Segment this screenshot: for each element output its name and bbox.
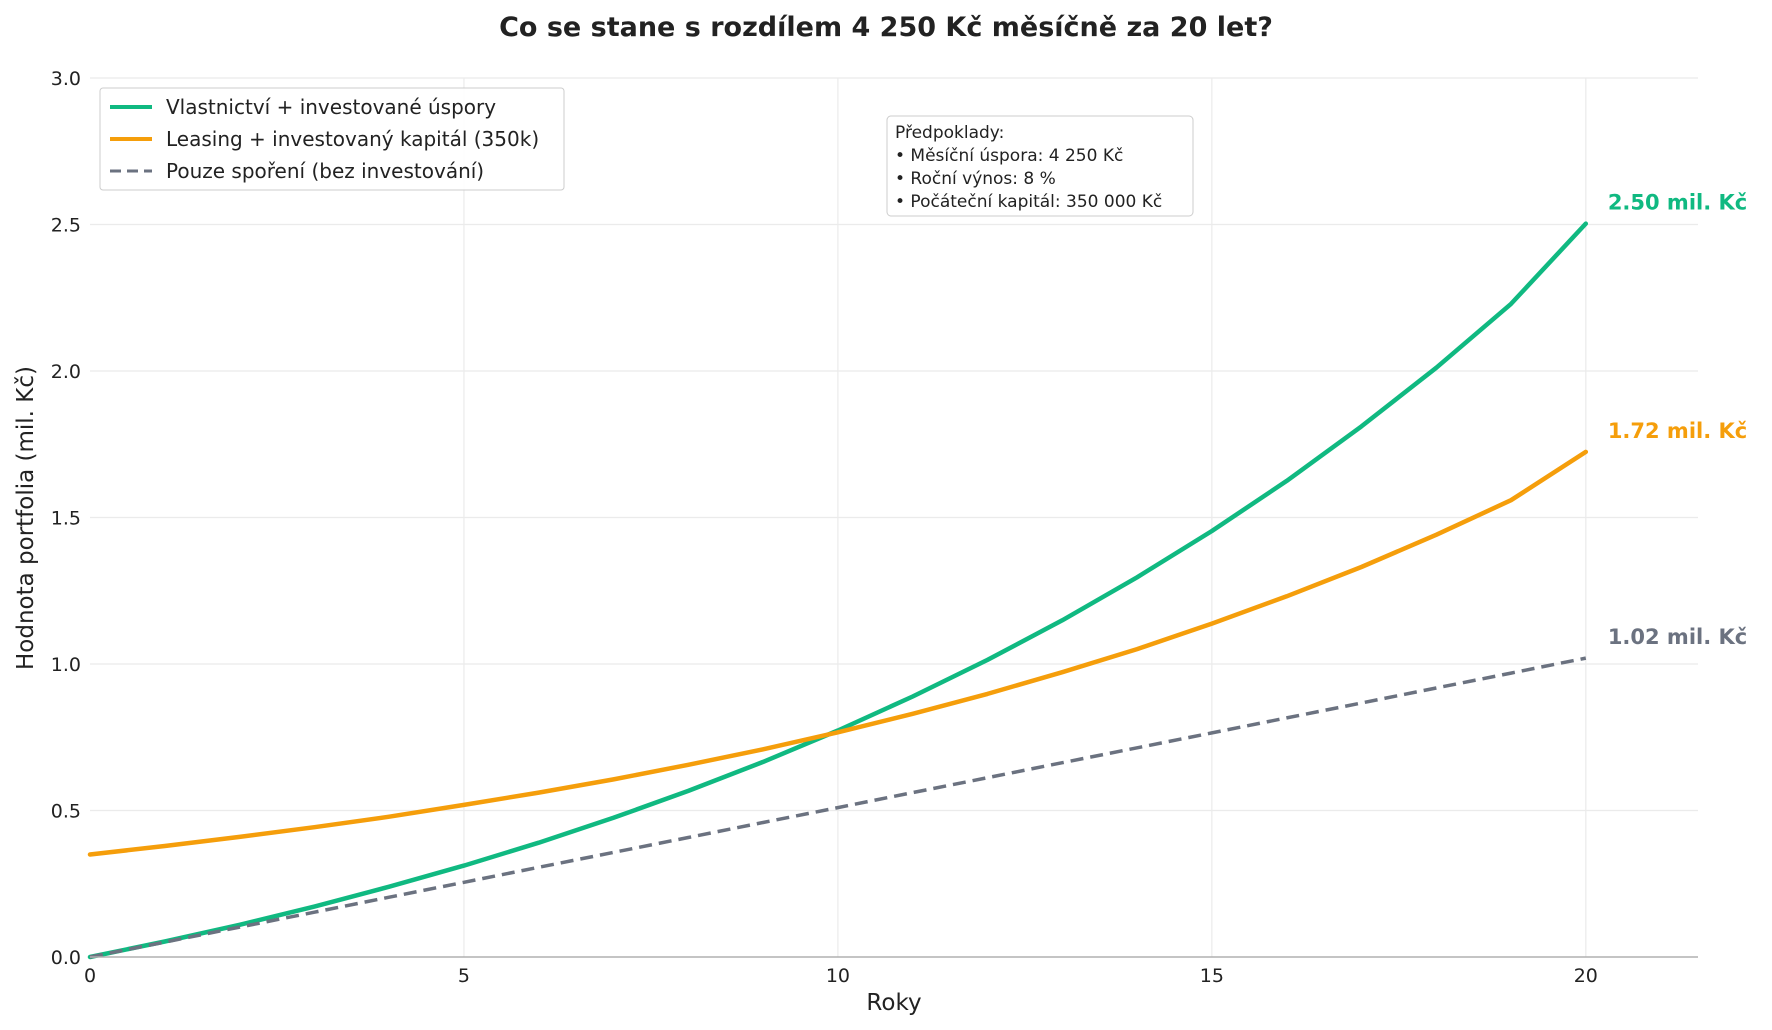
legend-box	[99, 87, 565, 191]
assumptions-frame	[886, 115, 1194, 217]
legend-label-1: Vlastnictví + investované úspory	[166, 95, 496, 119]
y-tick-label: 1.5	[51, 508, 81, 530]
y-tick-label: 2.5	[51, 215, 81, 237]
legend: Vlastnictví + investované úspory Leasing…	[99, 87, 565, 191]
plot-series	[87, 221, 1589, 960]
series-line-2	[87, 449, 1589, 857]
y-tick-label: 0.5	[51, 801, 81, 823]
end-value-label-2: 1.72 mil. Kč	[1608, 419, 1747, 443]
x-tick-label: 10	[826, 965, 850, 987]
chart-title: Co se stane s rozdílem 4 250 Kč měsíčně …	[499, 12, 1273, 43]
y-tick-label: 3.0	[51, 68, 81, 90]
y-ticks: 0.0 0.5 1.0 1.5 2.0 2.5 3.0	[51, 68, 81, 969]
end-labels: 2.50 mil. Kč 1.72 mil. Kč 1.02 mil. Kč	[1608, 191, 1747, 650]
x-tick-label: 15	[1200, 965, 1224, 987]
y-tick-label: 1.0	[51, 654, 81, 676]
y-tick-label: 0.0	[51, 947, 81, 969]
y-tick-label: 2.0	[51, 361, 81, 383]
x-tick-label: 20	[1574, 965, 1598, 987]
assumption-annual-return: • Roční výnos: 8 %	[895, 169, 1056, 189]
legend-label-2: Leasing + investovaný kapitál (350k)	[166, 127, 539, 151]
assumption-initial-capital: • Počáteční kapitál: 350 000 Kč	[895, 192, 1162, 212]
x-tick-label: 0	[84, 965, 96, 987]
series-line-3	[89, 656, 1587, 959]
legend-label-3: Pouze spoření (bez investování)	[166, 159, 484, 183]
gridlines	[90, 77, 1698, 957]
assumption-monthly-saving: • Měsíční úspora: 4 250 Kč	[895, 146, 1123, 166]
x-ticks: 0 5 10 15 20	[84, 965, 1598, 987]
x-tick-label: 5	[458, 965, 470, 987]
assumptions-title: Předpoklady:	[895, 123, 1004, 143]
x-axis-label: Roky	[866, 990, 921, 1016]
end-value-label-1: 2.50 mil. Kč	[1608, 191, 1747, 215]
y-axis-label: Hodnota portfolia (mil. Kč)	[13, 366, 39, 670]
end-value-label-3: 1.02 mil. Kč	[1608, 625, 1747, 649]
assumptions-box: Předpoklady: • Měsíční úspora: 4 250 Kč …	[886, 115, 1194, 217]
